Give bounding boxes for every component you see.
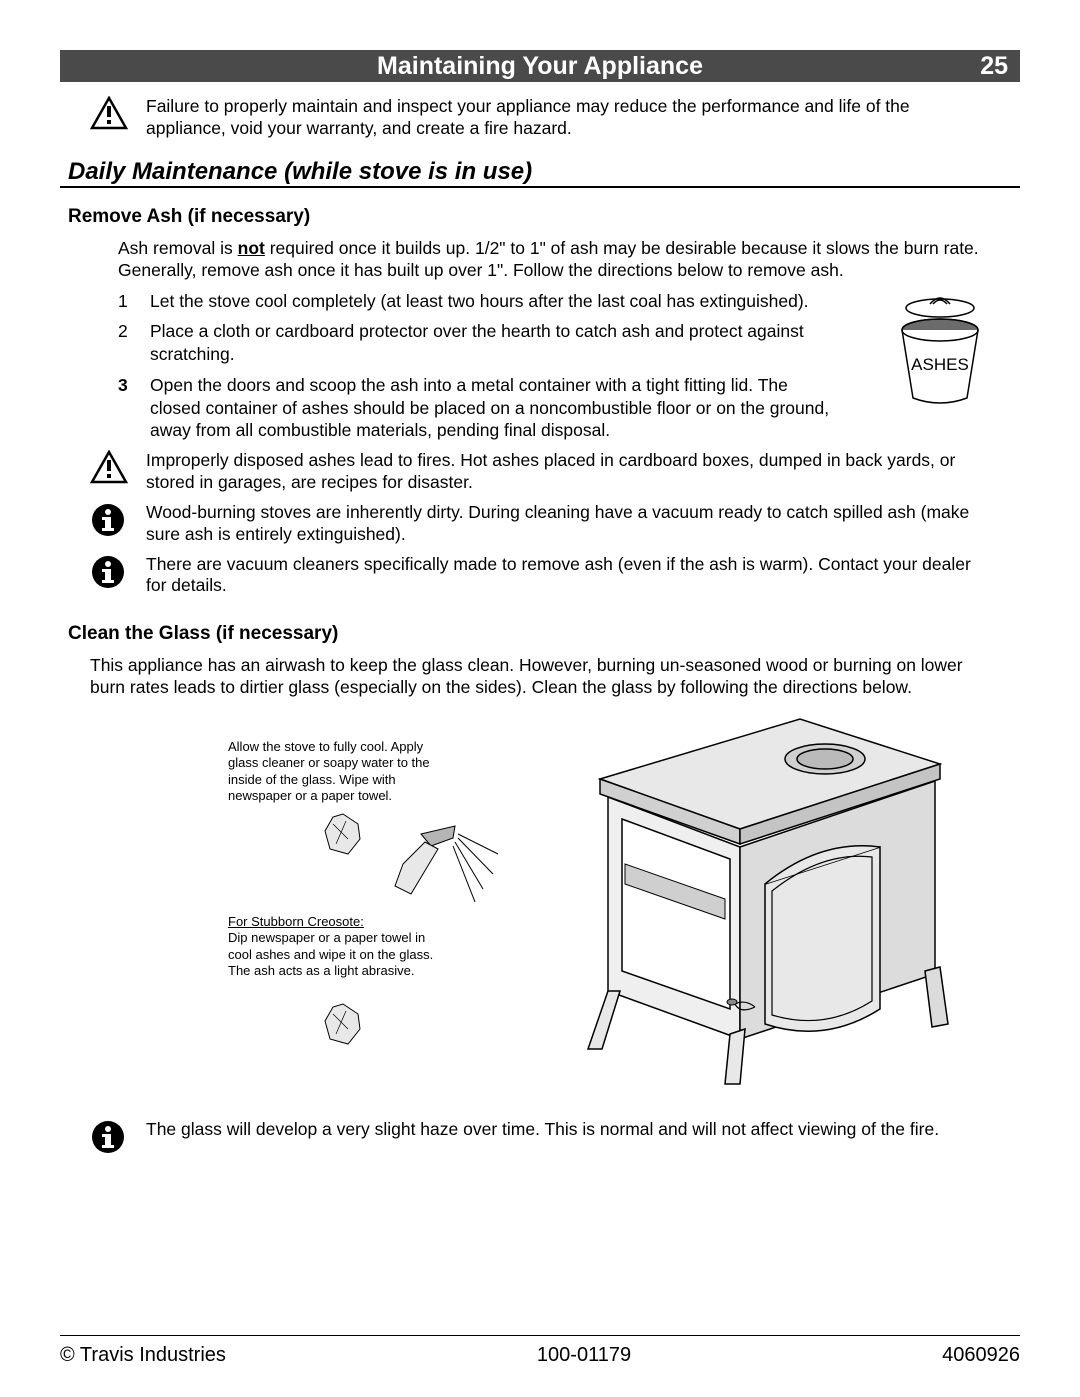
remove-ash-title: Remove Ash (if necessary) [60, 206, 1020, 228]
warning-icon [90, 450, 128, 489]
warning-icon [90, 96, 128, 135]
paper-icon [318, 809, 368, 859]
section-title: Daily Maintenance (while stove is in use… [60, 158, 1020, 188]
vacuum-info-2: There are vacuum cleaners specifically m… [60, 554, 1020, 606]
ash-disposal-warning: Improperly disposed ashes lead to fires.… [60, 450, 1020, 502]
clean-glass-intro: This appliance has an airwash to keep th… [60, 655, 1020, 699]
step-2: 2 Place a cloth or cardboard protector o… [118, 320, 840, 366]
footer-center: 100-01179 [537, 1344, 631, 1367]
spray-bottle-icon [383, 824, 503, 924]
stove-illustration-area: Allow the stove to fully cool. Apply gla… [118, 709, 990, 1109]
header-page-number: 25 [980, 52, 1008, 81]
stove-illustration [540, 709, 960, 1099]
step-3: 3 Open the doors and scoop the ash into … [118, 374, 840, 442]
top-warning-row: Failure to properly maintain and inspect… [60, 96, 1020, 148]
footer-right: 4060926 [942, 1344, 1020, 1367]
clean-glass-title: Clean the Glass (if necessary) [60, 623, 1020, 645]
vacuum-info-1: Wood-burning stoves are inherently dirty… [60, 502, 1020, 554]
header-title: Maintaining Your Appliance [377, 52, 703, 81]
header-bar: Maintaining Your Appliance 25 [60, 50, 1020, 82]
top-warning-text: Failure to properly maintain and inspect… [146, 96, 990, 140]
ash-bucket-illustration: ASHES [890, 290, 990, 410]
bucket-label: ASHES [911, 355, 969, 374]
paper-icon [318, 999, 368, 1049]
footer: © Travis Industries 100-01179 4060926 [60, 1335, 1020, 1367]
info-icon [90, 1119, 128, 1160]
glass-haze-info: The glass will develop a very slight haz… [60, 1119, 1020, 1168]
ash-steps: 1 Let the stove cool completely (at leas… [60, 290, 870, 451]
info-icon [90, 554, 128, 595]
glass-clean-note-1: Allow the stove to fully cool. Apply gla… [228, 739, 448, 804]
remove-ash-intro: Ash removal is not required once it buil… [60, 238, 1020, 282]
info-icon [90, 502, 128, 543]
step-1: 1 Let the stove cool completely (at leas… [118, 290, 840, 313]
footer-left: © Travis Industries [60, 1344, 226, 1367]
